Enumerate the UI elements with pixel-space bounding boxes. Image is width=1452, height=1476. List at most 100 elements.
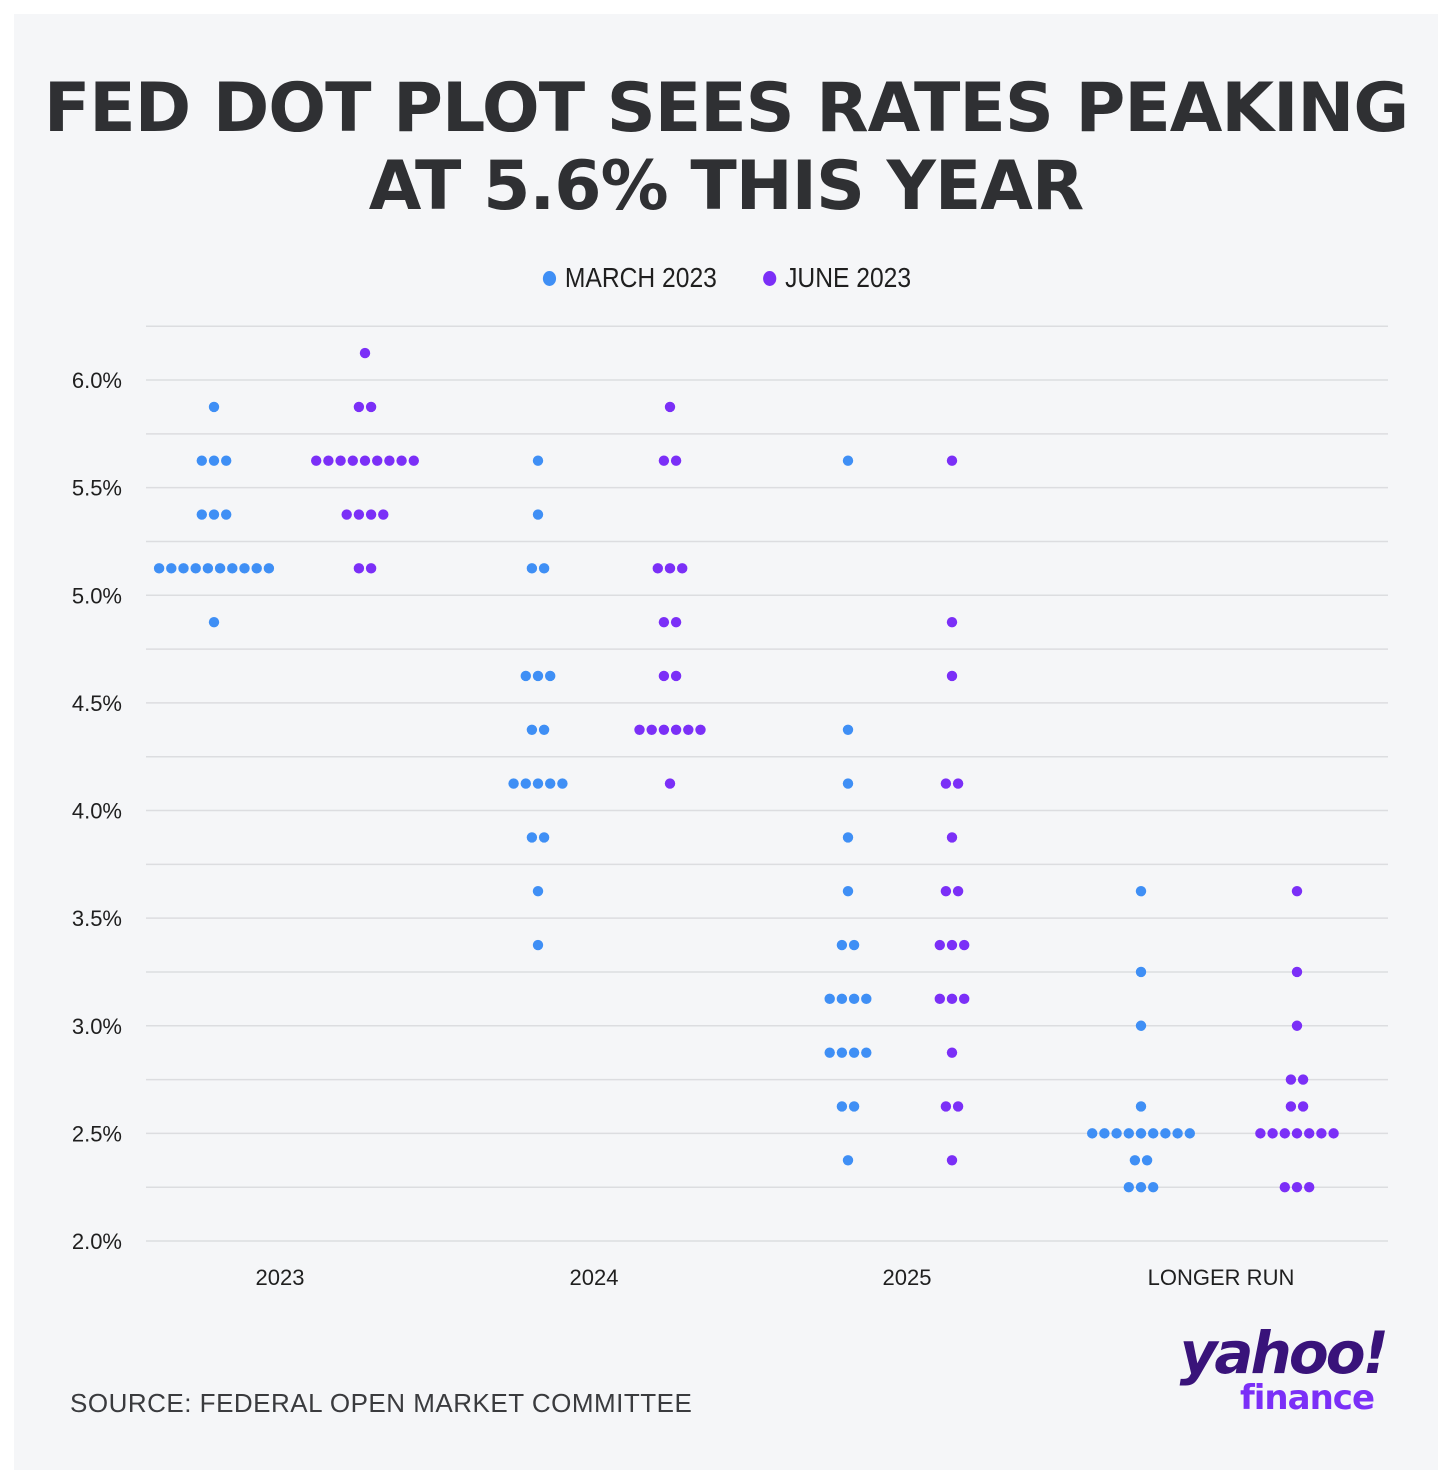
march-dot: [532, 509, 544, 520]
chart-title-line-2: AT 5.6% THIS YEAR: [368, 147, 1085, 226]
march-dot: [190, 563, 201, 574]
march-dot: [532, 886, 544, 897]
dots: [153, 347, 1339, 1193]
june-dot: [940, 778, 952, 789]
x-category-label: 2024: [570, 1265, 619, 1290]
march-dot: [848, 1047, 860, 1058]
june-dot: [634, 724, 645, 735]
june-dot: [683, 724, 694, 735]
june-dot: [952, 886, 964, 897]
march-dot: [1087, 1128, 1098, 1139]
x-category-label: LONGER RUN: [1148, 1265, 1295, 1290]
june-dot: [1297, 1101, 1309, 1112]
june-dot: [1285, 1074, 1297, 1085]
march-dot: [1135, 966, 1147, 978]
june-dot: [946, 993, 958, 1005]
june-dot: [1267, 1128, 1278, 1139]
march-dot: [1129, 1155, 1141, 1166]
june-dot: [1291, 1181, 1303, 1193]
y-tick-label: 5.0%: [72, 583, 122, 608]
june-dot: [946, 832, 958, 843]
june-dot: [384, 455, 395, 466]
march-dot: [263, 563, 275, 574]
source-note: SOURCE: FEDERAL OPEN MARKET COMMITTEE: [70, 1388, 693, 1418]
june-dot: [664, 401, 676, 413]
march-dot: [538, 563, 550, 574]
june-dot: [952, 778, 964, 789]
march-dot: [196, 509, 207, 520]
y-tick-label: 2.0%: [72, 1229, 122, 1254]
june-dot: [658, 670, 670, 682]
chart-title: FED DOT PLOT SEES RATES PEAKING AT 5.6% …: [0, 70, 1452, 226]
june-dot: [323, 455, 334, 466]
march-dot: [545, 670, 556, 682]
logo-finance-text: finance: [1239, 1378, 1375, 1418]
dot-plot: 6.0% 5.5% 5.0% 4.5% 4.0% 3.5% 3.0% 2.5% 2.0% 202…: [72, 325, 1388, 1290]
march-dot: [1135, 1101, 1147, 1112]
march-dot: [861, 1047, 872, 1058]
march-dot: [520, 778, 531, 789]
june-dot: [396, 455, 407, 466]
june-dot: [311, 455, 322, 466]
march-dot: [1135, 886, 1147, 897]
march-dot: [824, 993, 835, 1005]
june-dot: [365, 563, 377, 574]
march-dot: [848, 939, 860, 951]
june-dot: [1291, 1128, 1303, 1139]
march-dot: [532, 670, 544, 682]
chart-title-line-1: FED DOT PLOT SEES RATES PEAKING: [43, 69, 1409, 148]
june-dot: [946, 670, 958, 682]
march-dot: [842, 832, 854, 843]
march-dot: [196, 455, 207, 466]
june-dot: [670, 616, 682, 628]
march-dot: [1148, 1128, 1159, 1139]
march-dot: [824, 1047, 835, 1058]
june-dot: [934, 939, 945, 951]
june-dot: [1279, 1128, 1291, 1139]
june-dot: [646, 724, 657, 735]
x-axis-category-labels: 2023 2024 2025 LONGER RUN: [256, 1265, 1295, 1290]
y-axis-tick-labels: 6.0% 5.5% 5.0% 4.5% 4.0% 3.5% 3.0% 2.5% 2.0%: [72, 368, 122, 1254]
june-dot: [347, 455, 358, 466]
june-dot: [664, 563, 676, 574]
june-dot: [1304, 1181, 1315, 1193]
june-dot: [664, 778, 676, 789]
y-tick-label: 2.5%: [72, 1121, 122, 1146]
june-dot: [1316, 1128, 1327, 1139]
march-dot: [239, 563, 250, 574]
june-dot: [1328, 1128, 1339, 1139]
logo-yahoo-text: yahoo!: [1179, 1319, 1389, 1387]
march-dot: [836, 1101, 848, 1112]
y-tick-label: 4.5%: [72, 691, 122, 716]
march-dot: [836, 1047, 848, 1058]
march-dot: [848, 1101, 860, 1112]
june-dot: [952, 1101, 964, 1112]
march-dot: [557, 778, 568, 789]
june-dot: [677, 563, 688, 574]
march-dot: [1135, 1128, 1147, 1139]
march-dot: [532, 939, 544, 951]
june-dot: [359, 455, 371, 466]
legend-dot-march-2023: [542, 270, 557, 286]
march-dot: [526, 724, 538, 735]
march-dot: [1160, 1128, 1171, 1139]
legend-label-june-2023: JUNE 2023: [784, 262, 911, 293]
march-dot: [842, 455, 854, 466]
june-dot: [652, 563, 663, 574]
june-dot: [959, 939, 970, 951]
june-dot: [365, 401, 377, 413]
y-tick-label: 4.0%: [72, 799, 122, 824]
march-dot: [836, 993, 848, 1005]
march-dot: [208, 401, 220, 413]
june-dot: [1285, 1101, 1297, 1112]
june-dot: [934, 993, 945, 1005]
june-dot: [378, 509, 389, 520]
march-dot: [178, 563, 189, 574]
march-dot: [842, 886, 854, 897]
march-dot: [1135, 1181, 1147, 1193]
june-dot: [946, 1047, 958, 1058]
march-dot: [166, 563, 177, 574]
june-dot: [353, 563, 365, 574]
march-dot: [842, 724, 854, 735]
march-dot: [1099, 1128, 1110, 1139]
